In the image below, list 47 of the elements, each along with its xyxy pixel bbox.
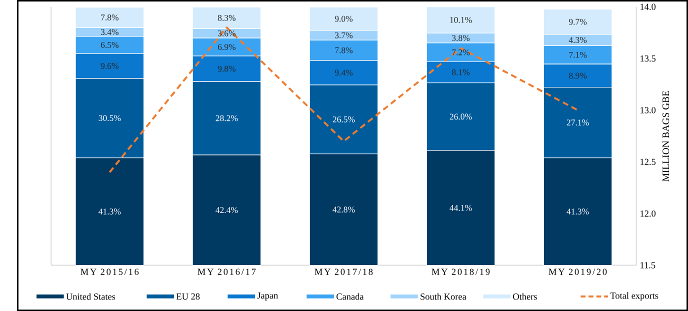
legend-label: Total exports: [610, 292, 658, 301]
data-label: 3.7%: [335, 32, 353, 38]
y2-tick-label: 14.0: [640, 4, 656, 10]
data-label: 3.4%: [100, 29, 118, 35]
data-label: 41.3%: [566, 208, 589, 214]
data-label: 8.1%: [452, 69, 470, 76]
data-label: 6.9%: [218, 44, 236, 50]
legend-label: South Korea: [420, 293, 466, 300]
data-label: 9.0%: [334, 16, 353, 22]
data-label: 9.4%: [334, 70, 353, 76]
legend-label: Canada: [336, 293, 364, 300]
y2-tick-label: 12.5: [640, 158, 656, 165]
data-label: 9.7%: [568, 18, 587, 25]
data-label: 9.6%: [100, 62, 118, 69]
data-label: 42.4%: [216, 207, 238, 214]
data-label: 9.8%: [218, 66, 236, 72]
data-label: 8.3%: [218, 14, 236, 21]
data-label: 3.8%: [452, 35, 470, 41]
data-label: 30.5%: [98, 115, 121, 122]
y2-tick-label: 12.0: [640, 210, 656, 217]
legend-label: Others: [513, 293, 537, 300]
x-tick-label: MY 2015/16: [80, 268, 139, 275]
data-label: 6.5%: [100, 42, 118, 48]
x-tick-label: MY 2019/20: [548, 268, 607, 275]
x-tick-label: MY 2018/19: [432, 268, 490, 275]
data-label: 26.0%: [450, 114, 472, 120]
data-label: 4.3%: [568, 36, 587, 43]
y2-tick-label: 13.0: [640, 107, 656, 114]
data-label: 8.9%: [569, 72, 587, 79]
y2-tick-label: 11.5: [640, 262, 656, 268]
x-tick-label: MY 2016/17: [198, 268, 256, 275]
data-label: 41.3%: [98, 208, 121, 214]
data-label: 44.1%: [450, 204, 472, 211]
data-label: 7.8%: [101, 14, 118, 20]
data-label: 10.1%: [450, 16, 472, 23]
y2-axis-title: MILLION BAGS GBE: [662, 90, 670, 182]
y2-tick-label: 13.5: [640, 55, 656, 62]
data-label: 42.8%: [332, 206, 355, 212]
data-label: 26.5%: [332, 116, 355, 122]
data-label: 27.1%: [566, 119, 589, 126]
data-label: 28.2%: [216, 115, 238, 122]
legend-label: EU 28: [176, 293, 200, 300]
x-tick-label: MY 2017/18: [314, 268, 373, 275]
data-label: 7.1%: [569, 52, 587, 58]
data-label: 7.8%: [335, 47, 353, 54]
legend-label: United States: [66, 293, 116, 300]
legend-label: Japan: [257, 292, 278, 300]
